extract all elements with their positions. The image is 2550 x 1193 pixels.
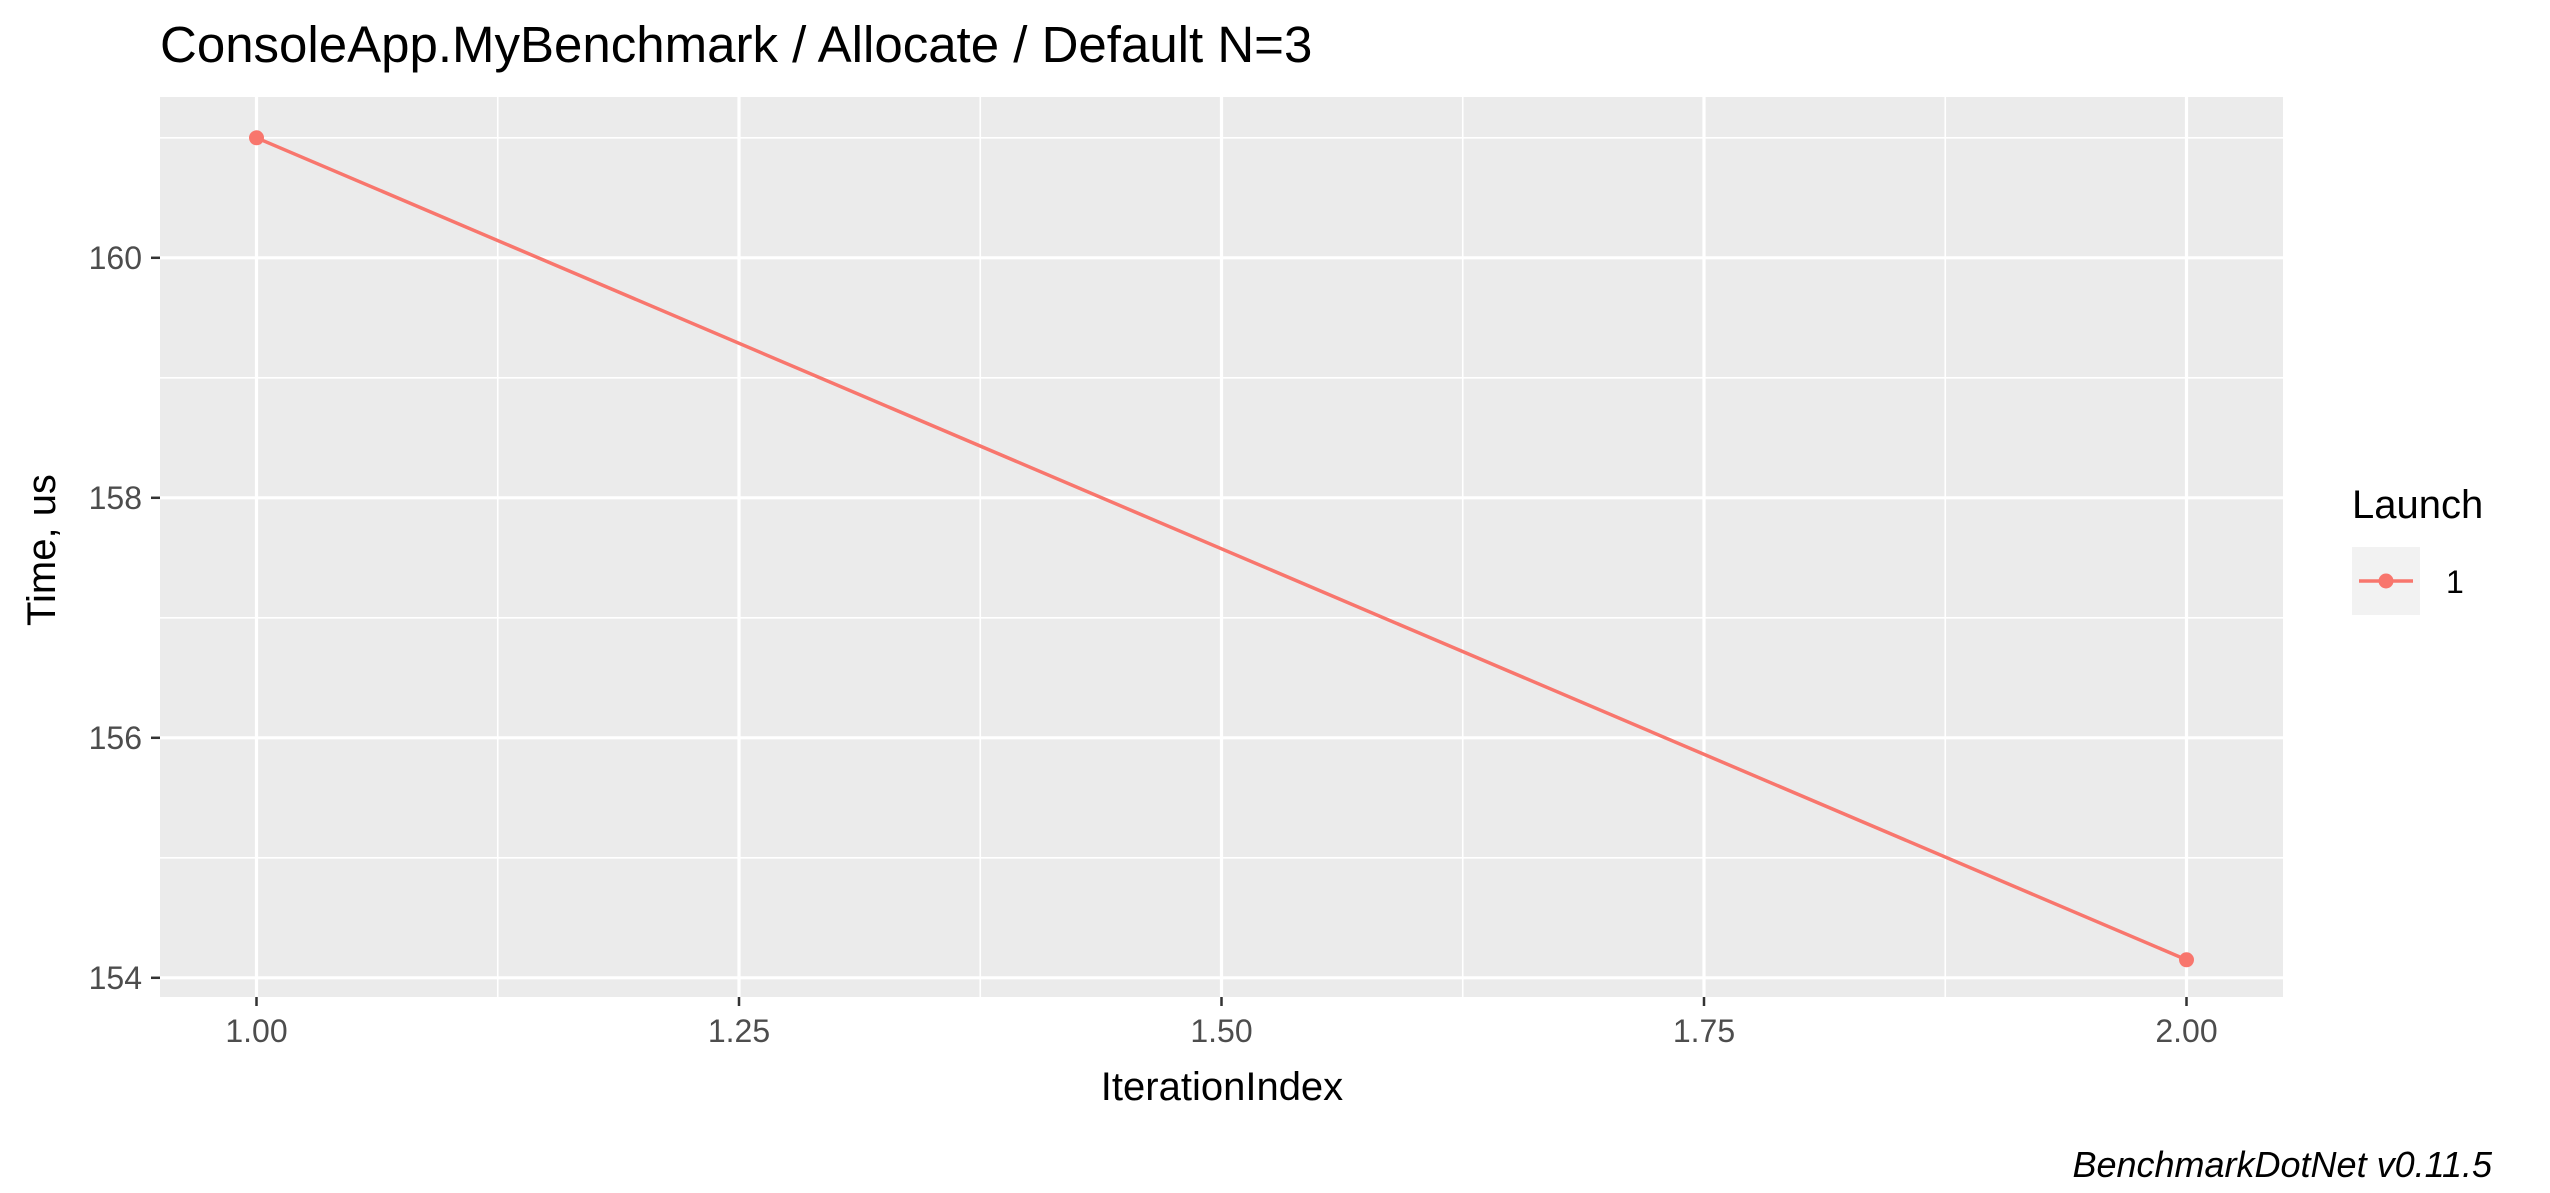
series-layer <box>249 130 2194 968</box>
x-tick-label: 1.50 <box>1190 1013 1252 1049</box>
y-tick-label: 158 <box>89 480 142 516</box>
legend-label-1: 1 <box>2446 564 2464 600</box>
legend-title: Launch <box>2352 483 2483 527</box>
y-tick-label: 154 <box>89 960 142 996</box>
y-tick-label: 156 <box>89 720 142 756</box>
y-tick-label: 160 <box>89 240 142 276</box>
x-tick-label: 2.00 <box>2155 1013 2217 1049</box>
data-point <box>249 130 264 146</box>
x-tick-label: 1.75 <box>1673 1013 1735 1049</box>
legend: Launch 1 <box>2352 483 2483 615</box>
chart-title: ConsoleApp.MyBenchmark / Allocate / Defa… <box>160 16 1312 73</box>
data-point <box>2179 952 2194 968</box>
x-tick-label: 1.00 <box>225 1013 287 1049</box>
y-tick-labels: 154 156 158 160 <box>89 240 142 996</box>
caption: BenchmarkDotNet v0.11.5 <box>2072 1144 2493 1185</box>
series-line <box>255 136 2188 962</box>
x-axis-title: IterationIndex <box>1101 1065 1343 1109</box>
x-tick-labels: 1.00 1.25 1.50 1.75 2.00 <box>225 1013 2217 1049</box>
legend-key-point <box>2378 573 2394 589</box>
x-tick-label: 1.25 <box>708 1013 770 1049</box>
y-axis-title: Time, us <box>20 474 64 626</box>
axis-ticks <box>151 256 2188 1006</box>
